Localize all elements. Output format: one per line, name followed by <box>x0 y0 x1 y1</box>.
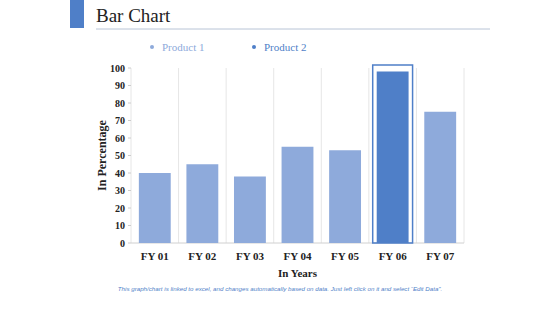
bar <box>186 164 218 243</box>
bar <box>329 150 361 243</box>
y-tick-label: 30 <box>115 185 125 196</box>
y-tick <box>128 173 131 174</box>
y-tick <box>128 138 131 139</box>
annotation: This graph/chart is linked to excel, and… <box>118 285 442 292</box>
y-tick-label: 60 <box>115 133 125 144</box>
bar <box>424 112 456 243</box>
grid-line <box>416 68 417 243</box>
bars <box>139 72 456 244</box>
grid-line <box>464 68 465 243</box>
y-axis-label: In Percentage <box>95 119 109 190</box>
y-tick <box>128 85 131 86</box>
x-tick-label: FY 07 <box>426 250 455 262</box>
y-tick-label: 70 <box>115 115 125 126</box>
chart: Bar Chart 0 10 20 30 40 50 60 70 80 90 100 FY 01 FY 0… <box>0 0 560 315</box>
legend-label: Product 1 <box>162 41 204 53</box>
legend-label: Product 2 <box>264 41 306 53</box>
y-tick-label: 20 <box>115 203 125 214</box>
y-tick <box>128 190 131 191</box>
x-tick-label: FY 06 <box>379 250 408 262</box>
header-rule <box>96 29 490 30</box>
x-tick-label: FY 01 <box>141 250 169 262</box>
x-axis-label: In Years <box>278 267 318 279</box>
x-tick-label: FY 03 <box>236 250 265 262</box>
x-tick-label: FY 04 <box>283 250 312 262</box>
grid-line <box>226 68 227 243</box>
highlight-frame <box>373 65 413 243</box>
bar <box>282 147 314 243</box>
grid-line <box>368 68 369 243</box>
y-tick-label: 90 <box>115 80 125 91</box>
title: Bar Chart <box>96 5 171 26</box>
bar <box>139 173 171 243</box>
y-tick <box>128 120 131 121</box>
y-tick-label: 100 <box>110 63 125 74</box>
y-tick-label: 10 <box>115 220 125 231</box>
bar <box>377 72 409 244</box>
y-tick-label: 80 <box>115 98 125 109</box>
y-tick <box>128 103 131 104</box>
x-tick-label: FY 05 <box>331 250 360 262</box>
y-tick-label: 50 <box>115 150 125 161</box>
grid-line <box>321 68 322 243</box>
y-tick <box>128 225 131 226</box>
y-tick <box>128 68 131 69</box>
y-tick <box>128 208 131 209</box>
header-accent <box>70 0 84 28</box>
legend-marker <box>252 45 256 49</box>
y-tick-label: 40 <box>115 168 125 179</box>
y-tick <box>128 155 131 156</box>
legend-marker <box>150 45 154 49</box>
grid-line <box>178 68 179 243</box>
bar <box>234 177 266 244</box>
y-tick <box>128 243 131 244</box>
y-tick-label: 0 <box>120 238 125 249</box>
grid-line <box>273 68 274 243</box>
x-tick-label: FY 02 <box>188 250 217 262</box>
